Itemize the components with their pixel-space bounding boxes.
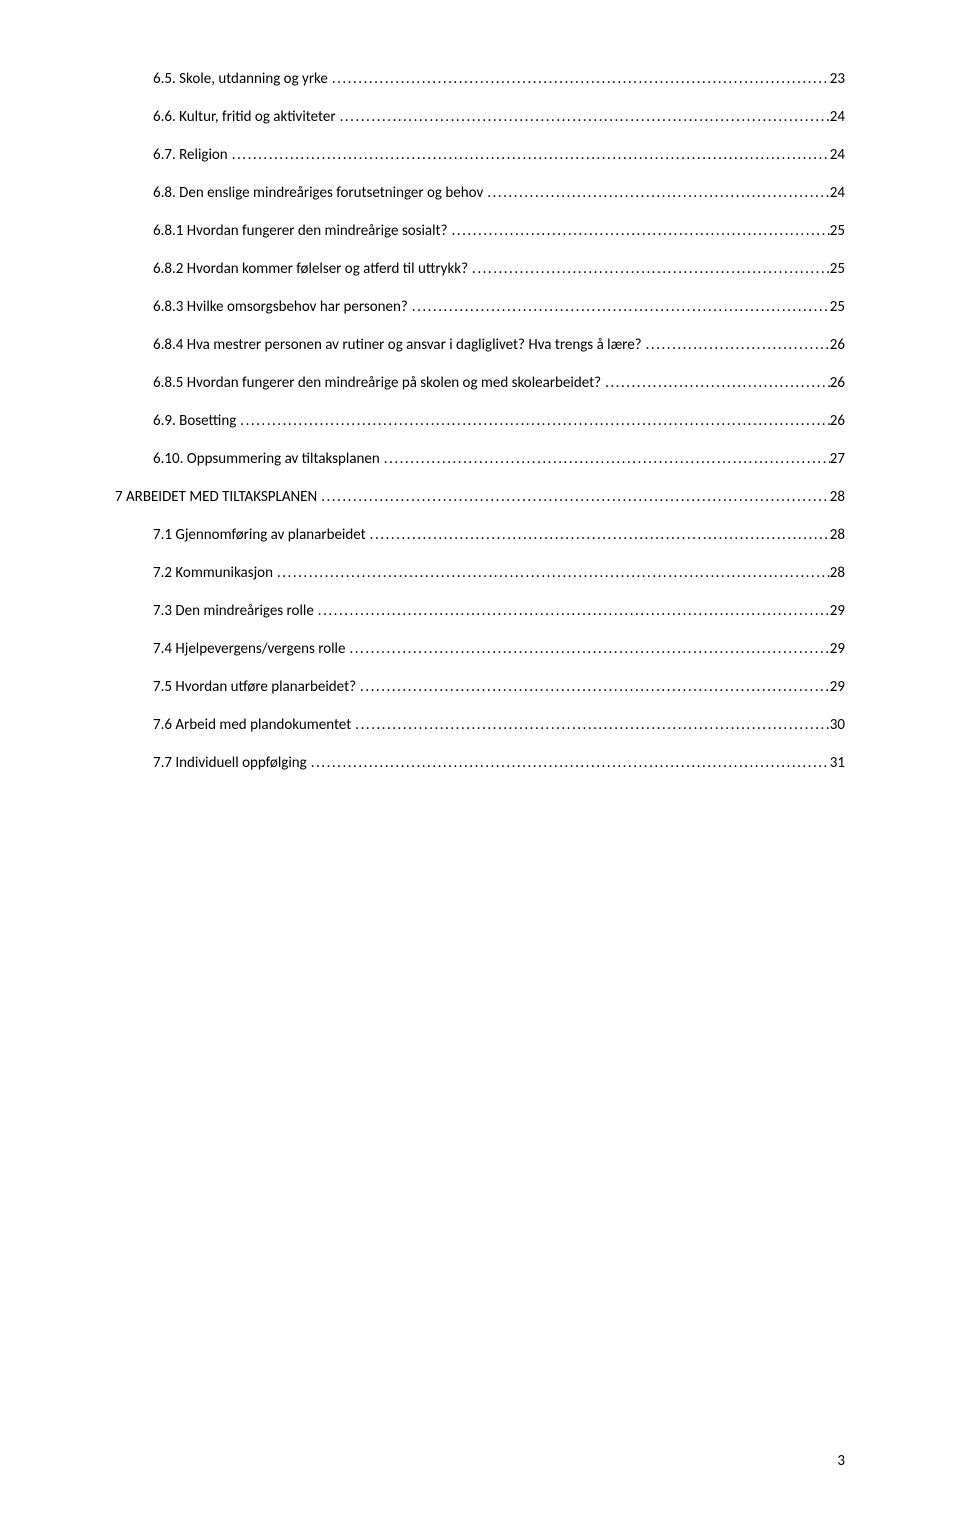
toc-line: 7.5 Hvordan utføre planarbeidet? 29 [115, 678, 845, 696]
toc-label: 6.8.2 Hvordan kommer følelser og atferd … [153, 260, 468, 278]
toc-leader-dots [307, 754, 830, 772]
toc-page-number: 28 [830, 564, 845, 582]
toc-line: 6.8.5 Hvordan fungerer den mindreårige p… [115, 374, 845, 392]
toc-leader-dots [380, 450, 830, 468]
toc-page-number: 27 [830, 450, 845, 468]
toc-page-number: 26 [830, 374, 845, 392]
toc-label: 6.5. Skole, utdanning og yrke [153, 70, 328, 88]
toc-page-number: 26 [830, 412, 845, 430]
toc-label: 7 ARBEIDET MED TILTAKSPLANEN [115, 488, 317, 506]
toc-leader-dots [336, 108, 830, 126]
toc-page-number: 25 [830, 298, 845, 316]
toc-label: 7.5 Hvordan utføre planarbeidet? [153, 678, 356, 696]
toc-leader-dots [317, 488, 830, 506]
toc-line: 6.8.2 Hvordan kommer følelser og atferd … [115, 260, 845, 278]
toc-leader-dots [351, 716, 830, 734]
toc-page-number: 25 [830, 222, 845, 240]
toc-label: 6.8.1 Hvordan fungerer den mindreårige s… [153, 222, 448, 240]
toc-label: 6.10. Oppsummering av tiltaksplanen [153, 450, 380, 468]
toc-leader-dots [328, 70, 830, 88]
toc-page-number: 26 [830, 336, 845, 354]
toc-container: 6.5. Skole, utdanning og yrke 23 6.6. Kult… [115, 70, 845, 772]
toc-line: 7.4 Hjelpevergens/vergens rolle 29 [115, 640, 845, 658]
toc-line: 6.8. Den enslige mindreåriges forutsetni… [115, 184, 845, 202]
toc-line: 7.2 Kommunikasjon 28 [115, 564, 845, 582]
toc-page-number: 25 [830, 260, 845, 278]
toc-leader-dots [366, 526, 830, 544]
toc-page-number: 28 [830, 526, 845, 544]
toc-line: 6.8.3 Hvilke omsorgsbehov har personen? 2… [115, 298, 845, 316]
toc-label: 7.2 Kommunikasjon [153, 564, 273, 582]
toc-line: 7.7 Individuell oppfølging 31 [115, 754, 845, 772]
toc-label: 7.1 Gjennomføring av planarbeidet [153, 526, 366, 544]
toc-leader-dots [314, 602, 830, 620]
toc-leader-dots [345, 640, 829, 658]
toc-leader-dots [642, 336, 830, 354]
toc-label: 6.8. Den enslige mindreåriges forutsetni… [153, 184, 483, 202]
toc-label: 7.6 Arbeid med plandokumentet [153, 716, 351, 734]
toc-leader-dots [228, 146, 830, 164]
toc-label: 7.4 Hjelpevergens/vergens rolle [153, 640, 345, 658]
toc-page-number: 29 [830, 602, 845, 620]
toc-page-number: 24 [830, 108, 845, 126]
toc-leader-dots [236, 412, 830, 430]
toc-line: 7.6 Arbeid med plandokumentet 30 [115, 716, 845, 734]
page-container: 6.5. Skole, utdanning og yrke 23 6.6. Kult… [0, 0, 960, 1525]
toc-line: 7.3 Den mindreåriges rolle 29 [115, 602, 845, 620]
toc-line: 6.8.1 Hvordan fungerer den mindreårige s… [115, 222, 845, 240]
toc-leader-dots [448, 222, 830, 240]
toc-line: 6.9. Bosetting 26 [115, 412, 845, 430]
toc-page-number: 29 [830, 678, 845, 696]
toc-label: 6.7. Religion [153, 146, 228, 164]
toc-page-number: 29 [830, 640, 845, 658]
toc-label: 7.3 Den mindreåriges rolle [153, 602, 314, 620]
toc-leader-dots [483, 184, 830, 202]
toc-line: 6.10. Oppsummering av tiltaksplanen 27 [115, 450, 845, 468]
page-number: 3 [837, 1452, 845, 1470]
toc-leader-dots [408, 298, 830, 316]
toc-leader-dots [356, 678, 830, 696]
toc-page-number: 24 [830, 184, 845, 202]
toc-line: 6.7. Religion 24 [115, 146, 845, 164]
toc-label: 6.9. Bosetting [153, 412, 236, 430]
toc-line: 6.5. Skole, utdanning og yrke 23 [115, 70, 845, 88]
toc-page-number: 31 [830, 754, 845, 772]
toc-leader-dots [468, 260, 830, 278]
toc-leader-dots [273, 564, 830, 582]
toc-page-number: 24 [830, 146, 845, 164]
toc-label: 6.8.4 Hva mestrer personen av rutiner og… [153, 336, 642, 354]
toc-label: 6.6. Kultur, fritid og aktiviteter [153, 108, 336, 126]
toc-line: 7.1 Gjennomføring av planarbeidet 28 [115, 526, 845, 544]
toc-page-number: 23 [830, 70, 845, 88]
toc-page-number: 30 [830, 716, 845, 734]
toc-line: 6.6. Kultur, fritid og aktiviteter 24 [115, 108, 845, 126]
toc-line: 6.8.4 Hva mestrer personen av rutiner og… [115, 336, 845, 354]
toc-line: 7 ARBEIDET MED TILTAKSPLANEN 28 [115, 488, 845, 506]
toc-label: 6.8.5 Hvordan fungerer den mindreårige p… [153, 374, 601, 392]
toc-label: 7.7 Individuell oppfølging [153, 754, 307, 772]
toc-page-number: 28 [830, 488, 845, 506]
toc-leader-dots [601, 374, 830, 392]
toc-label: 6.8.3 Hvilke omsorgsbehov har personen? [153, 298, 408, 316]
